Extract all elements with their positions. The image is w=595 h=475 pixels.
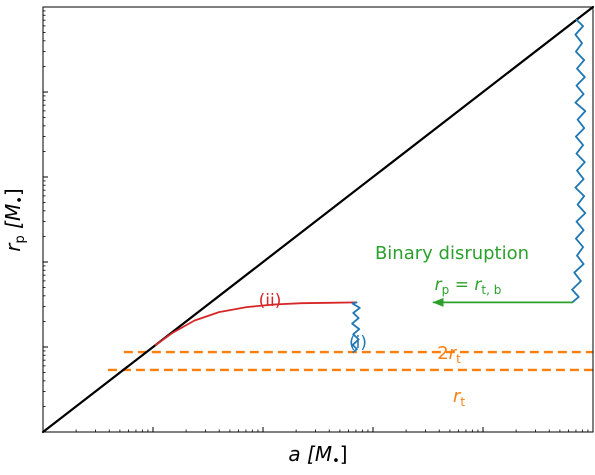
- x-axis-label: a [M•]: [288, 442, 347, 469]
- plot-frame: [42, 6, 594, 433]
- series-trajectory-ii: [154, 301, 358, 346]
- y-axis-label: rp [M•]: [1, 188, 28, 251]
- arrowhead-trajectory-binary-disruption: [432, 297, 444, 307]
- series-trajectory-i: [351, 301, 361, 354]
- tick-layer: [42, 6, 594, 433]
- two-rt-label: 2rt: [437, 343, 461, 366]
- series-diagonal: [41, 5, 595, 434]
- binary-disruption-label: Binary disruption: [375, 243, 529, 264]
- trajectory-ii-label: (ii): [259, 291, 282, 311]
- series-trajectory-disruption: [571, 18, 587, 304]
- trajectory-i-label: (i): [349, 333, 367, 353]
- plot-layer: [41, 5, 595, 434]
- rp-equation-label: rp = rt, b: [435, 275, 502, 297]
- rt-label: rt: [453, 386, 465, 409]
